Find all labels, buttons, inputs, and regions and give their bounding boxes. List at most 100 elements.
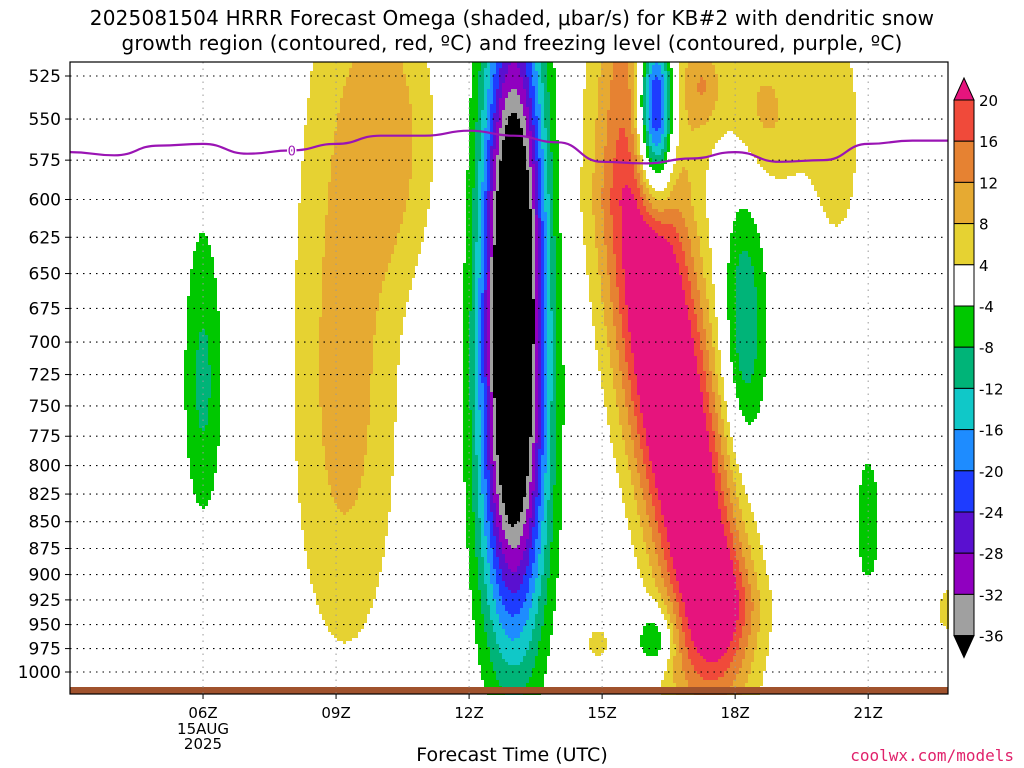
omega-cell bbox=[337, 569, 340, 572]
omega-cell bbox=[190, 410, 193, 413]
omega-cell bbox=[361, 326, 364, 329]
omega-cell bbox=[316, 209, 319, 212]
omega-cell bbox=[316, 506, 319, 509]
omega-cell bbox=[346, 482, 349, 485]
omega-cell bbox=[364, 122, 367, 125]
omega-cell bbox=[304, 500, 307, 503]
omega-cell bbox=[301, 449, 304, 452]
omega-cell bbox=[340, 200, 343, 203]
omega-cell bbox=[364, 215, 367, 218]
omega-cell bbox=[328, 356, 331, 359]
omega-cell bbox=[361, 260, 364, 263]
omega-cell bbox=[346, 569, 349, 572]
omega-cell bbox=[217, 323, 220, 326]
omega-cell bbox=[361, 581, 364, 584]
omega-cell bbox=[319, 596, 322, 599]
omega-cell bbox=[331, 590, 334, 593]
omega-cell bbox=[340, 545, 343, 548]
omega-cell bbox=[322, 569, 325, 572]
omega-cell bbox=[349, 122, 352, 125]
omega-cell bbox=[196, 392, 199, 395]
omega-cell bbox=[301, 320, 304, 323]
omega-cell bbox=[346, 308, 349, 311]
omega-cell bbox=[298, 347, 301, 350]
omega-cell bbox=[322, 356, 325, 359]
omega-cell bbox=[343, 269, 346, 272]
omega-cell bbox=[211, 356, 214, 359]
omega-cell bbox=[310, 542, 313, 545]
omega-cell bbox=[346, 602, 349, 605]
omega-cell bbox=[196, 353, 199, 356]
omega-cell bbox=[349, 374, 352, 377]
omega-cell bbox=[340, 476, 343, 479]
omega-cell bbox=[325, 218, 328, 221]
omega-cell bbox=[364, 446, 367, 449]
omega-cell bbox=[310, 185, 313, 188]
omega-cell bbox=[211, 257, 214, 260]
omega-cell bbox=[346, 539, 349, 542]
omega-cell bbox=[199, 392, 202, 395]
omega-cell bbox=[346, 146, 349, 149]
omega-cell bbox=[337, 113, 340, 116]
omega-cell bbox=[364, 431, 367, 434]
omega-cell bbox=[349, 587, 352, 590]
omega-cell bbox=[364, 71, 367, 74]
omega-cell bbox=[325, 536, 328, 539]
omega-cell bbox=[310, 104, 313, 107]
omega-cell bbox=[346, 281, 349, 284]
omega-cell bbox=[352, 635, 355, 638]
omega-cell bbox=[340, 587, 343, 590]
omega-cell bbox=[193, 257, 196, 260]
omega-cell bbox=[190, 407, 193, 410]
omega-cell bbox=[313, 71, 316, 74]
omega-cell bbox=[352, 611, 355, 614]
omega-cell bbox=[346, 542, 349, 545]
omega-cell bbox=[337, 263, 340, 266]
omega-cell bbox=[349, 98, 352, 101]
omega-cell bbox=[307, 326, 310, 329]
omega-cell bbox=[307, 548, 310, 551]
omega-cell bbox=[208, 386, 211, 389]
omega-cell bbox=[358, 266, 361, 269]
omega-cell bbox=[346, 143, 349, 146]
omega-cell bbox=[298, 323, 301, 326]
omega-cell bbox=[352, 476, 355, 479]
omega-cell bbox=[361, 284, 364, 287]
omega-cell bbox=[358, 200, 361, 203]
omega-cell bbox=[349, 299, 352, 302]
omega-cell bbox=[358, 86, 361, 89]
omega-cell bbox=[343, 488, 346, 491]
omega-cell bbox=[331, 308, 334, 311]
omega-cell bbox=[217, 347, 220, 350]
omega-cell bbox=[307, 428, 310, 431]
omega-cell bbox=[331, 383, 334, 386]
omega-cell bbox=[325, 542, 328, 545]
omega-cell bbox=[334, 191, 337, 194]
omega-cell bbox=[328, 128, 331, 131]
omega-cell bbox=[310, 305, 313, 308]
omega-cell bbox=[361, 323, 364, 326]
omega-cell bbox=[349, 221, 352, 224]
omega-cell bbox=[307, 365, 310, 368]
omega-cell bbox=[364, 311, 367, 314]
omega-cell bbox=[196, 275, 199, 278]
omega-cell bbox=[361, 617, 364, 620]
omega-cell bbox=[211, 287, 214, 290]
omega-cell bbox=[349, 113, 352, 116]
omega-cell bbox=[337, 95, 340, 98]
omega-cell bbox=[304, 269, 307, 272]
omega-cell bbox=[337, 128, 340, 131]
omega-cell bbox=[322, 302, 325, 305]
omega-cell bbox=[196, 293, 199, 296]
omega-cell bbox=[316, 308, 319, 311]
omega-cell bbox=[352, 191, 355, 194]
omega-cell bbox=[352, 266, 355, 269]
omega-cell bbox=[190, 359, 193, 362]
omega-cell bbox=[346, 497, 349, 500]
omega-cell bbox=[355, 263, 358, 266]
omega-cell bbox=[346, 212, 349, 215]
omega-cell bbox=[187, 440, 190, 443]
omega-cell bbox=[337, 254, 340, 257]
omega-cell bbox=[343, 152, 346, 155]
omega-cell bbox=[316, 587, 319, 590]
